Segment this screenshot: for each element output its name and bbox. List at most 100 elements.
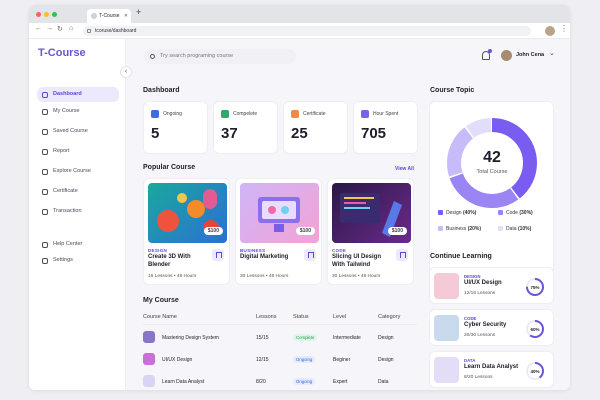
status-badge: Ongoing bbox=[293, 356, 316, 363]
sidebar-item-my-course[interactable]: My Course bbox=[37, 104, 119, 119]
clock-icon bbox=[361, 110, 369, 118]
donut-segment-business bbox=[447, 118, 537, 208]
forward-icon[interactable]: → bbox=[46, 25, 53, 32]
course-category: CODE bbox=[464, 316, 477, 321]
close-window-dot[interactable] bbox=[36, 12, 41, 17]
view-all-link[interactable]: View All bbox=[395, 166, 414, 172]
bookmark-icon bbox=[42, 129, 48, 135]
course-icon bbox=[42, 109, 48, 115]
back-icon[interactable]: ← bbox=[35, 25, 42, 32]
row-category: Design bbox=[378, 357, 394, 363]
course-category: DESIGN bbox=[148, 248, 168, 253]
course-title: UI/UX Design bbox=[464, 280, 502, 286]
minimize-window-dot[interactable] bbox=[44, 12, 49, 17]
my-course-title: My Course bbox=[143, 297, 179, 304]
sidebar-collapse-button[interactable]: ‹ bbox=[120, 66, 132, 78]
continue-card-uiux[interactable]: DESIGN UI/UX Design 12/16 Lessons 75% bbox=[429, 267, 554, 304]
bookmark-icon[interactable] bbox=[304, 249, 316, 261]
browser-menu-icon[interactable]: ⋮ bbox=[560, 24, 568, 33]
course-card-digital-marketing[interactable]: $100 BUSINESS Digital Marketing 30 Lesso… bbox=[235, 178, 322, 285]
continue-card-data-analyst[interactable]: DATA Learn Data Analyst 8/20 Lessons 40% bbox=[429, 351, 554, 388]
sidebar-item-certificate[interactable]: Certificate bbox=[37, 184, 119, 199]
stat-value: 705 bbox=[361, 125, 387, 142]
sidebar-item-explore-course[interactable]: Explore Course bbox=[37, 164, 119, 179]
progress-label: 75% bbox=[530, 285, 539, 290]
headset-icon bbox=[42, 242, 48, 248]
chevron-down-icon[interactable]: ⌄ bbox=[549, 50, 555, 57]
course-card-tailwind[interactable]: $100 CODE Slicing UI Design With Tailwin… bbox=[327, 178, 414, 285]
explore-icon bbox=[42, 169, 48, 175]
progress-ring-fill bbox=[526, 362, 544, 380]
stat-card-hour-spent: Hour Spent 705 bbox=[353, 101, 418, 154]
column-header: Category bbox=[378, 314, 401, 320]
lock-icon bbox=[87, 29, 91, 33]
course-card-blender[interactable]: $100 DESIGN Create 3D With Blender 16 Le… bbox=[143, 178, 230, 285]
check-icon bbox=[221, 110, 229, 118]
marketing-artwork bbox=[258, 197, 300, 232]
continue-card-cyber-security[interactable]: CODE Cyber Security 20/30 Lessons 60% bbox=[429, 309, 554, 346]
progress-ring-fill bbox=[526, 320, 544, 338]
row-course-name: UI/UX Design bbox=[162, 357, 193, 363]
tab-close-icon[interactable]: ✕ bbox=[123, 13, 128, 19]
stat-label: Ongoing bbox=[163, 111, 182, 117]
stat-card-ongoing: Ongoing 5 bbox=[143, 101, 208, 154]
reload-icon[interactable]: ↻ bbox=[57, 26, 63, 33]
sidebar-item-help-center[interactable]: Help Center bbox=[37, 237, 119, 252]
notification-bell-icon[interactable] bbox=[482, 49, 492, 60]
sidebar-item-label: Saved Course bbox=[53, 128, 88, 134]
sidebar-item-report[interactable]: Report bbox=[37, 144, 119, 159]
legend-swatch bbox=[438, 210, 443, 215]
maximize-window-dot[interactable] bbox=[52, 12, 57, 17]
row-course-name: Mastering Design System bbox=[162, 335, 219, 341]
column-header: Level bbox=[333, 314, 347, 320]
course-thumbnail bbox=[240, 183, 319, 243]
donut-chart: 42 Total Course bbox=[447, 118, 537, 208]
browser-window: T-Course ✕ + ← → ↻ ⌂ tcoruse/dashboard ⋮… bbox=[29, 5, 570, 390]
legend-pct: (20%) bbox=[467, 226, 482, 232]
progress-ring: 75% bbox=[526, 278, 544, 296]
row-level: Expert bbox=[333, 379, 348, 385]
sidebar-item-dashboard[interactable]: Dashboard bbox=[37, 87, 119, 102]
column-header: Lessons bbox=[256, 314, 277, 320]
course-row-icon bbox=[143, 331, 155, 343]
user-name[interactable]: John Cena bbox=[516, 52, 545, 58]
course-meta: 30 Lessons • 48 Hours bbox=[332, 274, 381, 279]
url-text: tcoruse/dashboard bbox=[95, 28, 137, 34]
browser-tab[interactable]: T-Course ✕ bbox=[87, 9, 131, 23]
stat-value: 37 bbox=[221, 125, 238, 142]
legend-pct: (30%) bbox=[519, 210, 533, 216]
status-badge: Complete bbox=[293, 334, 318, 341]
avatar[interactable] bbox=[501, 50, 512, 61]
legend-label: Data bbox=[506, 226, 517, 232]
sidebar-item-label: Help Center bbox=[53, 241, 83, 247]
legend-pct: (10%) bbox=[517, 226, 532, 232]
bookmark-icon[interactable] bbox=[212, 249, 224, 261]
new-tab-icon[interactable]: + bbox=[136, 7, 142, 17]
column-header: Course Name bbox=[143, 314, 177, 320]
sidebar-item-label: Report bbox=[53, 148, 70, 154]
row-level: Intermediate bbox=[333, 335, 361, 341]
home-icon[interactable]: ⌂ bbox=[69, 25, 74, 32]
app-logo[interactable]: T-Course bbox=[38, 47, 86, 59]
browser-profile-avatar[interactable] bbox=[545, 26, 555, 36]
bookmark-icon[interactable] bbox=[396, 249, 408, 261]
sidebar-item-transaction[interactable]: Transaction bbox=[37, 204, 119, 219]
search-input[interactable]: Try search programing course bbox=[144, 49, 296, 64]
course-topic-card: 42 Total Course Design (40%) Code (30%) … bbox=[429, 101, 554, 279]
sidebar-item-settings[interactable]: Settings bbox=[37, 253, 119, 268]
legend-label: Design bbox=[446, 210, 462, 216]
course-row-icon bbox=[143, 353, 155, 365]
course-topic-title: Course Topic bbox=[430, 87, 475, 94]
legend-item-design: Design (40%) bbox=[438, 210, 476, 216]
course-row-icon bbox=[143, 375, 155, 387]
course-title: Cyber Security bbox=[464, 322, 507, 328]
table-divider bbox=[143, 324, 417, 325]
sidebar-item-label: My Course bbox=[53, 108, 80, 114]
sidebar: T-Course Dashboard My Course Saved Cours… bbox=[29, 39, 126, 390]
search-placeholder: Try search programing course bbox=[160, 53, 234, 59]
legend-item-data: Data (10%) bbox=[498, 226, 531, 232]
sidebar-item-saved-course[interactable]: Saved Course bbox=[37, 124, 119, 139]
url-field[interactable]: tcoruse/dashboard bbox=[83, 26, 531, 36]
course-meta: 16 Lessons • 48 Hours bbox=[148, 274, 197, 279]
row-level: Beginer bbox=[333, 357, 351, 363]
